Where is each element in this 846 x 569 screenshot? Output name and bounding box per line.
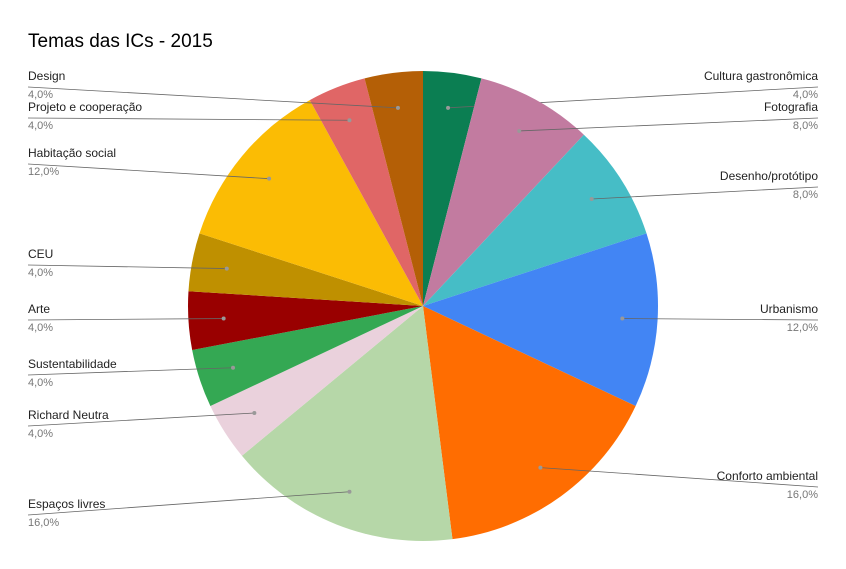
value-label: 4,0% xyxy=(28,322,53,334)
leader-line xyxy=(519,117,819,132)
value-label: 4,0% xyxy=(793,89,818,101)
value-label: 12,0% xyxy=(28,166,59,178)
pie-slice xyxy=(241,306,453,541)
value-label: 12,0% xyxy=(787,322,818,334)
value-label: 8,0% xyxy=(793,189,818,201)
leader-line xyxy=(591,186,819,200)
leader-dot xyxy=(538,465,543,470)
pie-slice xyxy=(199,100,423,306)
pie-slice xyxy=(423,78,584,306)
leader-dot xyxy=(446,105,451,110)
leader-dot xyxy=(347,489,352,494)
pie-slice xyxy=(309,78,423,306)
slice-label: Cultura gastronômica xyxy=(704,69,818,83)
slice-label: Design xyxy=(28,69,65,83)
value-label: 4,0% xyxy=(28,267,53,279)
leader-dot xyxy=(517,128,522,133)
value-label: 4,0% xyxy=(28,89,53,101)
pie-slice xyxy=(423,71,482,306)
leader-dot xyxy=(221,316,226,321)
leader-dot xyxy=(267,176,272,181)
leader-line xyxy=(27,318,224,321)
leader-line xyxy=(27,367,234,376)
value-label: 16,0% xyxy=(28,517,59,529)
chart-title: Temas das ICs - 2015 xyxy=(28,31,213,52)
slice-label: CEU xyxy=(28,247,53,261)
pie-slice xyxy=(188,233,423,306)
value-label: 16,0% xyxy=(787,489,818,501)
pie-slice xyxy=(423,233,658,407)
slice-label: Habitação social xyxy=(28,146,116,160)
leader-line xyxy=(622,318,819,321)
slice-label: Projeto e cooperação xyxy=(28,100,142,114)
slice-label: Conforto ambiental xyxy=(717,469,818,483)
value-label: 4,0% xyxy=(28,377,53,389)
pie-slice xyxy=(364,71,423,306)
slice-label: Urbanismo xyxy=(760,302,818,316)
leader-dot xyxy=(347,118,352,123)
leader-dot xyxy=(589,196,594,201)
leader-line xyxy=(27,264,227,269)
leader-line xyxy=(27,412,255,427)
leader-dot xyxy=(620,316,625,321)
value-label: 4,0% xyxy=(28,428,53,440)
pie-slice xyxy=(188,291,423,351)
slice-label: Arte xyxy=(28,302,50,316)
value-label: 8,0% xyxy=(793,120,818,132)
pie-slice xyxy=(210,306,423,456)
leader-dot xyxy=(224,266,229,271)
leader-dot xyxy=(252,411,257,416)
leader-line xyxy=(27,163,270,180)
leader-line xyxy=(27,86,398,109)
slice-label: Fotografia xyxy=(764,100,818,114)
slice-label: Desenho/protótipo xyxy=(720,169,818,183)
pie-slice xyxy=(423,134,647,306)
leader-line xyxy=(27,491,350,516)
leader-line xyxy=(27,117,350,121)
leader-line xyxy=(540,467,819,488)
leader-dot xyxy=(395,105,400,110)
pie-slice xyxy=(423,306,636,540)
slice-label: Richard Neutra xyxy=(28,408,109,422)
slice-label: Sustentabilidade xyxy=(28,357,117,371)
leader-dot xyxy=(231,365,236,370)
slice-label: Espaços livres xyxy=(28,497,105,511)
value-label: 4,0% xyxy=(28,120,53,132)
pie-slice xyxy=(192,306,423,407)
